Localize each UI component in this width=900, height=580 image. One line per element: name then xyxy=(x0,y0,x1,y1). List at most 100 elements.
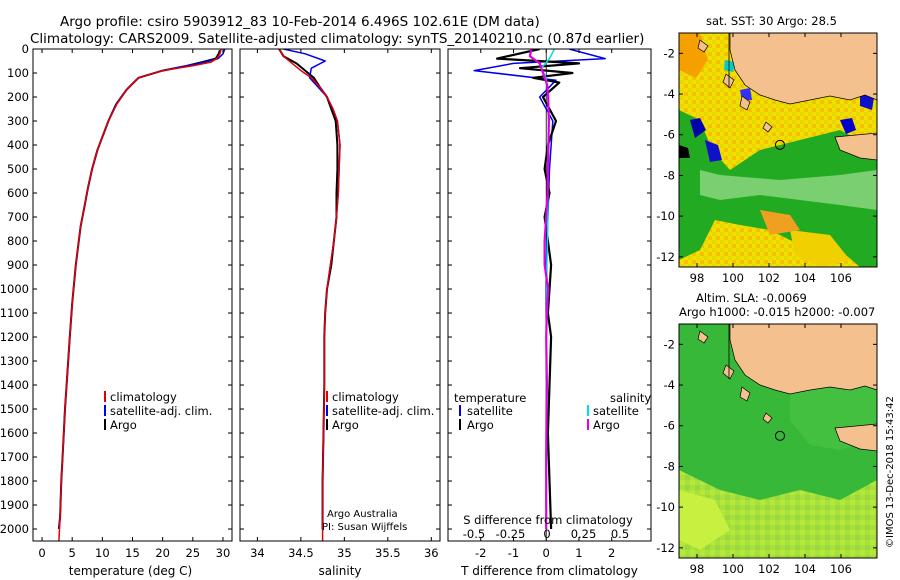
depth-tick-label: 1500 xyxy=(0,402,29,416)
salinity-xtick-label: 34 xyxy=(250,546,265,560)
depth-tick-label: 0 xyxy=(22,42,29,56)
diff-legend-entry-left: satellite xyxy=(467,404,513,418)
map-lat-tick-label: -8 xyxy=(664,168,675,182)
title-line1: Argo profile: csiro 5903912_83 10-Feb-20… xyxy=(60,14,540,30)
map-lat-tick-label: -6 xyxy=(664,419,675,433)
depth-tick-label: 500 xyxy=(7,162,29,176)
temperature-xtick-label: 20 xyxy=(155,546,170,560)
depth-tick-label: 1700 xyxy=(0,450,29,464)
diff-legend-title-temperature: temperature xyxy=(454,391,526,405)
depth-tick-label: 1000 xyxy=(0,282,29,296)
temperature-series-climatology xyxy=(58,49,222,541)
map-lon-tick-label: 98 xyxy=(690,271,705,285)
depth-tick-label: 1400 xyxy=(0,378,29,392)
timestamp-label: ©IMOS 13-Dec-2018 15:43:42 xyxy=(885,396,896,548)
differences-frame xyxy=(447,48,652,542)
diff-top-tick-label: 0 xyxy=(543,527,550,541)
depth-tick-label: 800 xyxy=(7,234,29,248)
differences-xtick-label: 2 xyxy=(608,546,615,560)
differences-xtick-label: 1 xyxy=(575,546,582,560)
salinity-xlabel: salinity xyxy=(318,564,361,578)
difference-panel: -2 -1 0 1 2 T difference from climatology temp… xyxy=(447,48,652,578)
diff-top-tick-label: 0.25 xyxy=(571,527,597,541)
sst-argo-marker xyxy=(774,139,785,150)
map-lat-tick-label: -6 xyxy=(664,128,675,142)
sla-map-title-line2: Argo h1000: -0.015 h2000: -0.007 xyxy=(679,305,875,319)
depth-tick-label: 1800 xyxy=(0,474,29,488)
differences-xlabel: T difference from climatology xyxy=(460,564,638,578)
salinity-legend-entry: Argo xyxy=(332,418,359,432)
diff-legend-title-salinity: salinity xyxy=(610,391,651,405)
map-lon-tick-label: 102 xyxy=(758,562,780,576)
map-lat-tick-label: -12 xyxy=(656,250,675,264)
credit-label: Argo Australia xyxy=(327,509,398,520)
depth-tick-label: 200 xyxy=(7,90,29,104)
salinity-series-argo xyxy=(278,49,339,529)
depth-tick-label: 300 xyxy=(7,114,29,128)
differences-series-salinity-argo xyxy=(528,49,550,529)
temperature-series-argo xyxy=(57,49,221,530)
depth-tick-label: 2000 xyxy=(0,522,29,536)
salinity-xtick-label: 35.5 xyxy=(375,546,401,560)
temperature-xtick-label: 10 xyxy=(95,546,110,560)
map-lon-tick-label: 104 xyxy=(794,271,816,285)
sla-map-field xyxy=(678,323,878,559)
temperature-xlabel: temperature (deg C) xyxy=(69,564,192,578)
diff-legend-entry-left: Argo xyxy=(467,418,494,432)
depth-tick-label: 1200 xyxy=(0,330,29,344)
sla-argo-marker xyxy=(774,430,785,441)
salinity-xtick-label: 34.5 xyxy=(288,546,314,560)
map-lat-tick-label: -4 xyxy=(664,378,675,392)
map-lon-tick-label: 104 xyxy=(794,562,816,576)
differences-series-temperature-argo xyxy=(496,49,581,530)
depth-tick-label: 700 xyxy=(7,210,29,224)
temperature-xtick-label: 15 xyxy=(125,546,140,560)
title-line2: Climatology: CARS2009. Satellite-adjuste… xyxy=(30,31,644,47)
temperature-xtick-label: 5 xyxy=(69,546,76,560)
salinity-xtick-label: 35 xyxy=(337,546,352,560)
depth-tick-label: 1900 xyxy=(0,498,29,512)
map-lon-tick-label: 102 xyxy=(758,271,780,285)
sst-map-panel: sat. SST: 30 Argo: 28.5 98 1 xyxy=(656,14,878,285)
depth-tick-label: 600 xyxy=(7,186,29,200)
map-lat-tick-label: -2 xyxy=(664,46,675,60)
pi-label: PI: Susan Wijffels xyxy=(322,522,407,533)
depth-tick-label: 1100 xyxy=(0,306,29,320)
temperature-legend-entry: climatology xyxy=(110,390,177,404)
temperature-panel: 0 5 10 15 20 25 300100200300400500600700800900… xyxy=(0,42,233,578)
differences-xtick-label: -1 xyxy=(508,546,519,560)
differences-xtick-label: 0 xyxy=(543,546,550,560)
map-lat-tick-label: -12 xyxy=(656,541,675,555)
map-lat-tick-label: -10 xyxy=(656,500,675,514)
temperature-series-satellite-adj-clim- xyxy=(58,49,226,530)
salinity-panel: 34 34.5 35 35.5 36 salinity climatologysatelli… xyxy=(239,48,441,578)
salinity-legend-entry: satellite-adj. clim. xyxy=(332,404,434,418)
map-lat-tick-label: -10 xyxy=(656,209,675,223)
temperature-xtick-label: 25 xyxy=(185,546,200,560)
map-lon-tick-label: 98 xyxy=(690,562,705,576)
map-lat-tick-label: -8 xyxy=(664,459,675,473)
salinity-series-climatology xyxy=(278,49,341,541)
diff-top-tick-label: 0.5 xyxy=(611,527,629,541)
map-lon-tick-label: 106 xyxy=(830,562,852,576)
map-lat-tick-label: -4 xyxy=(664,87,675,101)
diff-legend-entry-right: Argo xyxy=(593,418,620,432)
salinity-xtick-label: 36 xyxy=(424,546,439,560)
diff-top-xlabel: S difference from climatology xyxy=(463,513,633,527)
salinity-frame xyxy=(239,48,441,542)
sla-map-panel: Altim. SLA: -0.0069 Argo h1000: -0.015 h… xyxy=(656,291,878,576)
map-lon-tick-label: 100 xyxy=(722,271,744,285)
depth-tick-label: 900 xyxy=(7,258,29,272)
temperature-xtick-label: 0 xyxy=(38,546,45,560)
depth-tick-label: 400 xyxy=(7,138,29,152)
depth-tick-label: 100 xyxy=(7,66,29,80)
diff-legend-entry-right: satellite xyxy=(593,404,639,418)
diff-top-tick-label: -0.25 xyxy=(496,527,526,541)
salinity-legend-entry: climatology xyxy=(332,390,399,404)
salinity-series-satellite-adj-clim- xyxy=(283,49,341,529)
temperature-xtick-label: 30 xyxy=(216,546,231,560)
map-lat-tick-label: -2 xyxy=(664,337,675,351)
depth-tick-label: 1300 xyxy=(0,354,29,368)
differences-series-temperature-satellite xyxy=(473,49,606,505)
